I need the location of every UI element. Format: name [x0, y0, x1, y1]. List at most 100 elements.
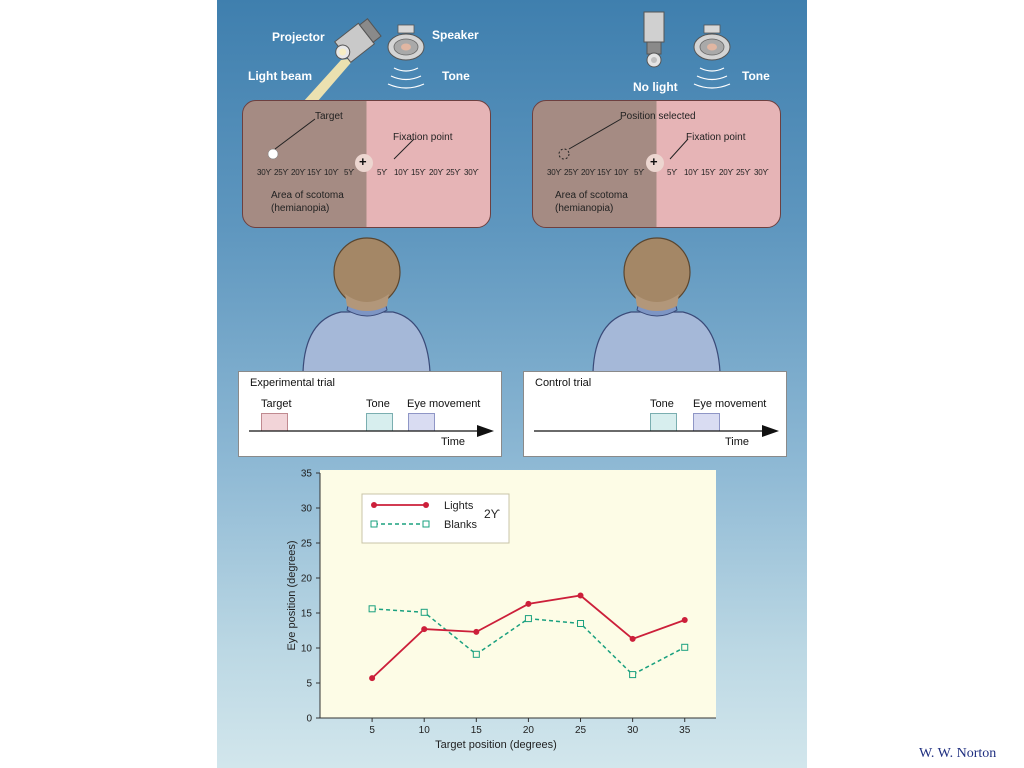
tick-label: 20ϒ: [291, 168, 306, 177]
fixation-cross-icon: +: [359, 154, 367, 169]
time-label: Time: [441, 436, 466, 448]
legend-marker-lights: [423, 502, 429, 508]
tick-label: 10ϒ: [614, 168, 629, 177]
light-beam-label: Light beam: [248, 69, 313, 83]
screen-experimental-lines: [267, 118, 415, 160]
tick-label: 15ϒ: [307, 168, 322, 177]
fixation-point-label: Fixation point: [686, 132, 746, 143]
projector-illustration: [303, 18, 382, 102]
y-tick-label: 10: [301, 644, 313, 655]
y-axis-label: Eye position (degrees): [286, 540, 298, 650]
tick-label: 10ϒ: [394, 168, 409, 177]
x-axis-label: Target position (degrees): [435, 739, 557, 751]
speaker-icon-right: [693, 24, 731, 89]
target-pulse: [261, 413, 288, 431]
experimental-trial-box: Experimental trial Target Tone Eye movem…: [238, 371, 502, 457]
speaker-icon: [387, 24, 425, 89]
tick-label: 25ϒ: [564, 168, 579, 177]
control-trial-title: Control trial: [535, 377, 592, 389]
tick-label: 15ϒ: [701, 168, 716, 177]
experimental-trial-title: Experimental trial: [250, 377, 335, 389]
y-tick-label: 25: [301, 539, 313, 550]
tone-pulse: [366, 413, 393, 431]
fixation-point: [355, 154, 373, 172]
observer-figure-right: [592, 237, 721, 372]
tick-label: 5ϒ: [667, 168, 678, 177]
fixation-cross-icon: +: [650, 154, 658, 169]
scotoma-label-sub: (hemianopia): [271, 203, 330, 214]
series-line-lights: [371, 594, 686, 679]
x-tick-label: 10: [419, 725, 431, 736]
data-point-blanks: [420, 608, 428, 616]
data-point-blanks: [577, 620, 585, 627]
y-tick-label: 15: [301, 609, 313, 620]
tick-label: 10ϒ: [324, 168, 339, 177]
y-tick-label: 5: [306, 679, 312, 690]
legend-box: [361, 493, 510, 544]
legend-marker-blanks: [370, 520, 378, 528]
data-point-blanks: [368, 605, 376, 613]
screen-control-lines: [558, 118, 689, 160]
tick-label: 15ϒ: [411, 168, 426, 177]
data-point-lights: [577, 592, 584, 599]
time-arrow: [534, 425, 779, 437]
screen-experimental: Target Fixation point + 30ϒ 25ϒ 20ϒ 15ϒ …: [242, 100, 491, 228]
data-point-lights: [421, 626, 428, 633]
observer-figure-left: [302, 237, 431, 372]
no-light-label: No light: [633, 80, 678, 94]
eye-movement-pulse-label: Eye movement: [407, 398, 481, 410]
data-point-blanks: [524, 615, 532, 623]
x-tick-label: 20: [523, 725, 535, 736]
tick-label: 5ϒ: [634, 168, 645, 177]
target-pulse-label: Target: [261, 398, 292, 410]
projector-off-illustration: [643, 11, 665, 68]
tick-label: 30ϒ: [464, 168, 479, 177]
tone-label-left: Tone: [442, 69, 470, 83]
tone-label-right: Tone: [742, 69, 770, 83]
data-point-lights: [681, 617, 688, 623]
tick-label: 5ϒ: [377, 168, 388, 177]
y-tick-label: 35: [301, 469, 313, 480]
data-point-lights: [473, 628, 480, 635]
legend-note: 2ϒ: [484, 507, 501, 521]
eye-position-chart: 0 5 10 15 20 25 30 35 5 10 15 20 25 30 35 Target positi…: [286, 469, 716, 751]
legend-label-lights: Lights: [444, 500, 474, 512]
tone-pulse-label: Tone: [366, 398, 390, 410]
tick-label: 25ϒ: [446, 168, 461, 177]
control-trial-box: Control trial Tone Eye movement Time: [523, 371, 787, 457]
speaker-label: Speaker: [432, 28, 479, 42]
tick-label: 30ϒ: [754, 168, 769, 177]
y-tick-label: 0: [306, 714, 312, 725]
scotoma-label: Area of scotoma: [555, 190, 628, 201]
tick-label: 20ϒ: [429, 168, 444, 177]
tick-label: 15ϒ: [597, 168, 612, 177]
y-tick-label: 30: [301, 504, 313, 515]
tone-pulse: [650, 413, 677, 431]
time-label: Time: [725, 436, 750, 448]
legend-marker-lights: [371, 502, 377, 508]
eye-movement-pulse-label: Eye movement: [693, 398, 767, 410]
data-point-lights: [629, 635, 636, 642]
legend-marker-blanks: [422, 520, 430, 528]
data-point-lights: [369, 675, 376, 682]
target-label: Target: [315, 111, 343, 122]
x-tick-label: 15: [471, 725, 483, 736]
data-point-blanks: [629, 671, 637, 679]
data-point-blanks: [472, 650, 480, 658]
y-tick-label: 20: [301, 574, 313, 585]
tick-label: 10ϒ: [684, 168, 699, 177]
fixation-point: [646, 154, 664, 172]
legend-label-blanks: Blanks: [444, 519, 478, 531]
x-tick-label: 30: [627, 725, 639, 736]
tick-label: 25ϒ: [736, 168, 751, 177]
tick-label: 20ϒ: [719, 168, 734, 177]
x-tick-label: 5: [369, 725, 375, 736]
tick-label: 5ϒ: [344, 168, 355, 177]
x-tick-label: 35: [679, 725, 691, 736]
tick-label: 30ϒ: [547, 168, 562, 177]
scotoma-label-sub: (hemianopia): [555, 203, 614, 214]
time-arrow: [249, 425, 494, 437]
data-point-blanks: [681, 643, 689, 651]
data-point-lights: [525, 600, 532, 607]
x-tick-label: 25: [575, 725, 587, 736]
